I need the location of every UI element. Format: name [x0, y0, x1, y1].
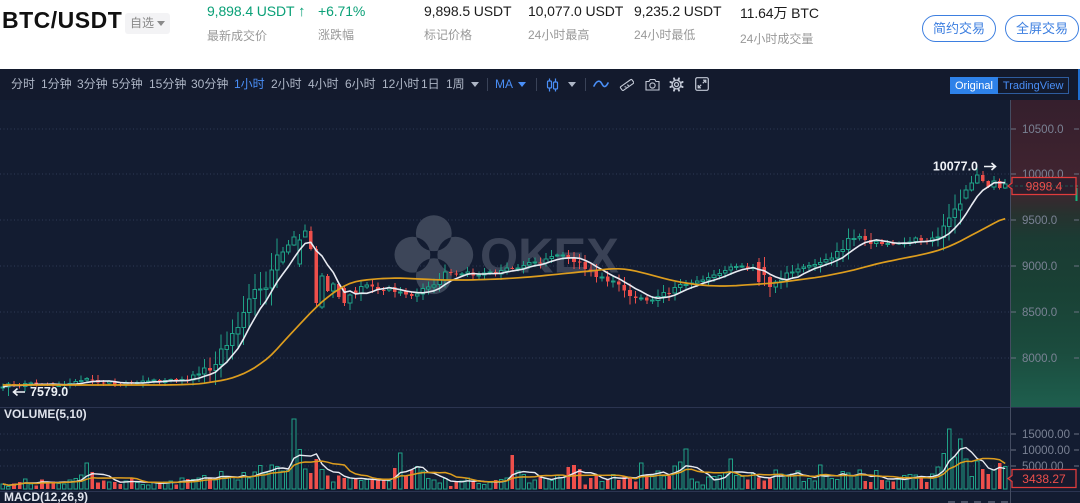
- svg-text:9000.0: 9000.0: [1022, 261, 1057, 273]
- svg-text:8500.0: 8500.0: [1022, 307, 1057, 319]
- svg-text:9500.0: 9500.0: [1022, 215, 1057, 227]
- svg-text:8000.0: 8000.0: [1022, 353, 1057, 365]
- svg-text:10500.0: 10500.0: [1022, 124, 1064, 136]
- svg-text:10077.0: 10077.0: [933, 160, 978, 174]
- svg-text:VOLUME(5,10): VOLUME(5,10): [4, 407, 87, 421]
- svg-text:15000.00: 15000.00: [1022, 429, 1070, 441]
- svg-text:9898.4: 9898.4: [1026, 180, 1063, 194]
- svg-text:10000.00: 10000.00: [1022, 445, 1070, 457]
- svg-text:3438.27: 3438.27: [1022, 472, 1066, 486]
- svg-text:MACD(12,26,9): MACD(12,26,9): [4, 490, 88, 503]
- svg-text:7579.0: 7579.0: [30, 385, 68, 399]
